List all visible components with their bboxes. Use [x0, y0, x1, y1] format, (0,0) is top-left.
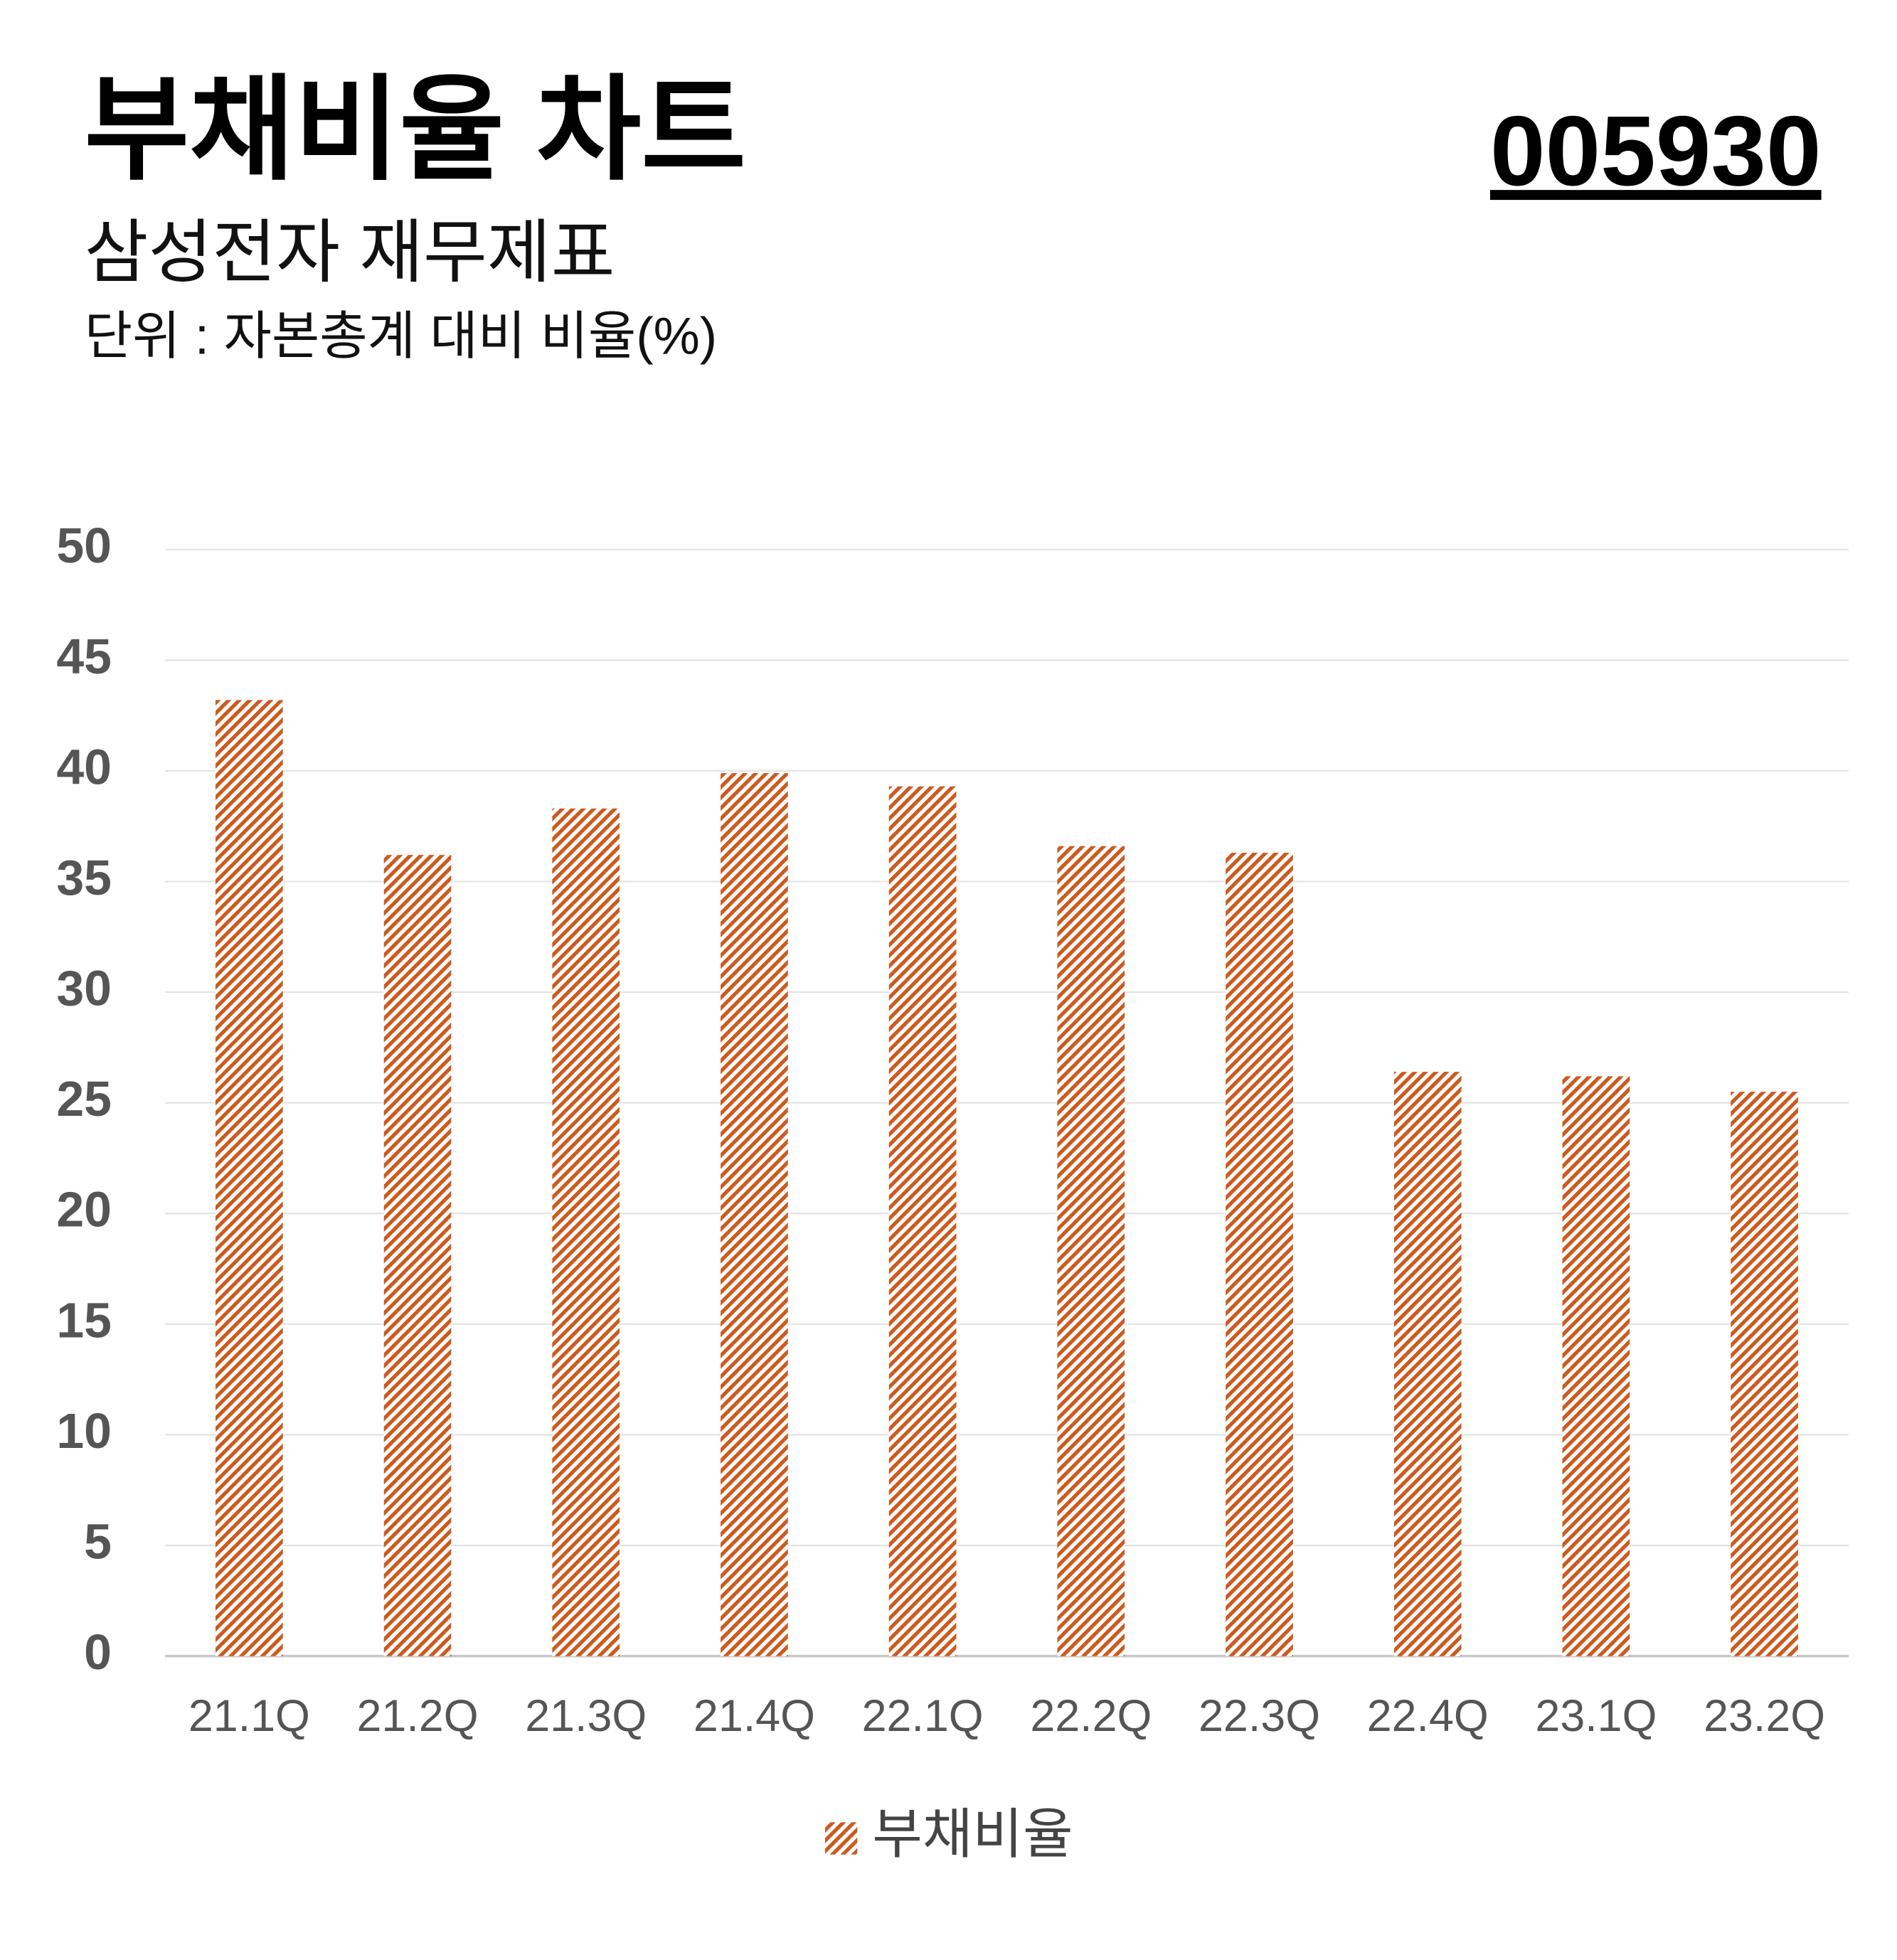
- bar: [215, 700, 283, 1656]
- legend-swatch: [824, 1822, 858, 1855]
- y-tick-label: 10: [56, 1403, 112, 1459]
- y-tick-label: 0: [84, 1624, 112, 1680]
- bar: [1057, 846, 1125, 1656]
- x-tick-label: 21.2Q: [357, 1691, 479, 1741]
- y-tick-label: 30: [56, 961, 112, 1016]
- legend-label: 부채비율: [872, 1804, 1073, 1865]
- y-tick-label: 45: [56, 629, 112, 684]
- y-tick-label: 15: [56, 1292, 112, 1348]
- x-tick-label: 22.1Q: [862, 1691, 984, 1741]
- y-tick-label: 20: [56, 1182, 112, 1237]
- y-tick-label: 35: [56, 850, 112, 905]
- y-tick-label: 25: [56, 1071, 112, 1127]
- chart-title: 부채비율 차트: [85, 67, 746, 194]
- unit-label: 단위 : 자본총계 대비 비율(%): [85, 307, 718, 365]
- x-tick-label: 22.2Q: [1030, 1691, 1152, 1741]
- bar: [1393, 1072, 1462, 1656]
- y-tick-label: 5: [84, 1513, 112, 1569]
- bar: [1562, 1076, 1630, 1656]
- ticker: 005930: [1490, 95, 1822, 206]
- x-tick-label: 22.4Q: [1367, 1691, 1489, 1741]
- bar: [1731, 1092, 1798, 1656]
- bar: [552, 808, 620, 1656]
- y-tick-label: 50: [56, 518, 112, 573]
- bar: [1226, 853, 1293, 1656]
- x-tick-label: 21.3Q: [525, 1691, 647, 1741]
- x-tick-label: 23.1Q: [1535, 1691, 1657, 1741]
- bar: [383, 855, 452, 1656]
- x-tick-label: 21.4Q: [694, 1691, 815, 1741]
- bar: [721, 773, 788, 1656]
- y-tick-label: 40: [56, 739, 112, 794]
- x-tick-label: 21.1Q: [188, 1691, 310, 1741]
- chart-subtitle: 삼성전자 재무제표: [85, 214, 615, 292]
- bar: [888, 786, 957, 1656]
- x-tick-label: 23.2Q: [1704, 1691, 1825, 1741]
- x-tick-label: 22.3Q: [1199, 1691, 1320, 1741]
